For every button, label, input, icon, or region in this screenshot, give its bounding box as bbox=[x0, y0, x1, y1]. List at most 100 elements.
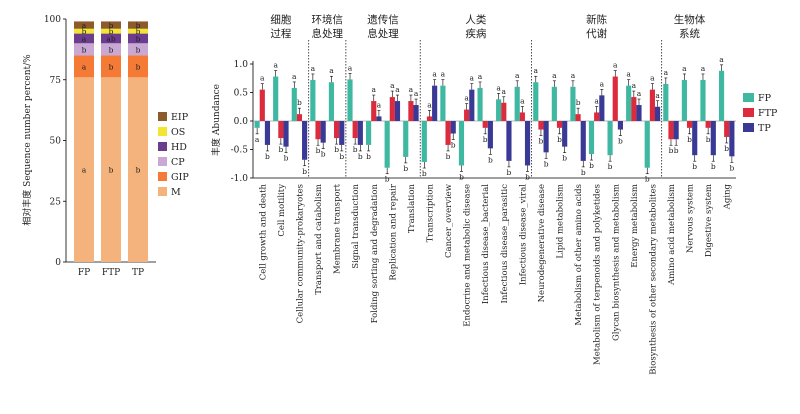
bar-ftp bbox=[631, 97, 637, 121]
x-category-label: Neurodegenerative disease bbox=[537, 184, 547, 302]
stack-segment-gip-tp bbox=[128, 55, 148, 78]
x-category-label: Infectious disease_bacterial bbox=[481, 184, 491, 304]
legend-label-os: OS bbox=[171, 127, 185, 138]
significance-letter: a bbox=[260, 74, 265, 83]
bar-fp bbox=[477, 87, 483, 121]
bar-tp bbox=[357, 121, 363, 145]
right-y-tick-label: 0.5 bbox=[234, 89, 249, 99]
bar-fp bbox=[273, 76, 279, 121]
stack-segment-os-fp bbox=[74, 28, 94, 34]
left-x-tick-label: FTP bbox=[102, 268, 120, 278]
stack-segment-eip-tp bbox=[128, 21, 148, 29]
significance-letter: b bbox=[109, 166, 114, 175]
left-y-tick-label: 25 bbox=[50, 197, 62, 207]
significance-letter: a bbox=[655, 91, 660, 100]
bar-tp bbox=[636, 105, 642, 121]
significance-letter: b bbox=[82, 27, 87, 36]
bar-tp bbox=[524, 121, 531, 166]
bar-ftp bbox=[334, 121, 340, 139]
significance-letter: b bbox=[729, 163, 734, 172]
legend-label-ftp: FTP bbox=[758, 108, 778, 119]
bar-tp bbox=[506, 121, 512, 161]
stack-segment-cp-fp bbox=[74, 43, 94, 56]
bar-tp bbox=[562, 121, 568, 147]
significance-letter: a bbox=[255, 135, 260, 144]
bar-ftp bbox=[519, 112, 525, 121]
significance-letter: a bbox=[329, 66, 334, 75]
x-category-label: Glycan biosynthesis and metabolism bbox=[611, 184, 621, 341]
bar-tp bbox=[543, 121, 549, 153]
significance-letter: b bbox=[674, 146, 679, 155]
left-legend: EIP OS HD CP GIP M bbox=[158, 112, 189, 198]
significance-letter: b bbox=[645, 175, 650, 184]
x-category-label: Transport and catabolism bbox=[314, 184, 324, 295]
legend-label-m: M bbox=[171, 187, 181, 198]
significance-letter: a bbox=[594, 96, 599, 105]
stack-segment-hd-fp bbox=[74, 33, 94, 44]
stack-segment-os-ftp bbox=[101, 28, 121, 34]
significance-letter: a bbox=[496, 83, 501, 92]
x-category-label: Replication and repair bbox=[388, 183, 398, 281]
bar-fp bbox=[291, 87, 297, 121]
significance-letter: a bbox=[552, 71, 557, 80]
bar-fp bbox=[700, 79, 706, 121]
group-header-line: 新陈 bbox=[586, 13, 607, 26]
significance-letter: b bbox=[724, 144, 729, 153]
significance-letter: b bbox=[706, 135, 711, 144]
significance-letter: a bbox=[632, 81, 637, 90]
significance-letter: a bbox=[441, 70, 446, 79]
significance-letter: a bbox=[515, 71, 520, 80]
bar-fp bbox=[366, 121, 372, 145]
left-y-tick-label: 100 bbox=[44, 15, 61, 25]
significance-letter: a bbox=[613, 61, 618, 70]
significance-letter: b bbox=[136, 166, 141, 175]
group-header-line: 疾病 bbox=[465, 27, 486, 40]
bar-tp bbox=[320, 121, 326, 143]
bar-ftp bbox=[464, 109, 470, 121]
significance-letter: b bbox=[297, 98, 302, 107]
significance-letter: b bbox=[339, 152, 344, 161]
x-category-label: Transcription bbox=[425, 183, 435, 242]
significance-letter: b bbox=[581, 168, 586, 177]
bar-tp bbox=[339, 121, 345, 145]
stacked-bar-chart: 相对丰度 Sequence number percent/% 0 25 50 75 10… bbox=[21, 15, 189, 278]
significance-letter: b bbox=[109, 45, 114, 54]
significance-letter: b bbox=[403, 164, 408, 173]
legend-label-gip: GIP bbox=[171, 172, 189, 183]
bar-fp bbox=[663, 83, 669, 121]
legend-swatch-tp bbox=[743, 123, 754, 132]
significance-letter: b bbox=[589, 161, 594, 170]
x-category-label: Nervous system bbox=[686, 184, 696, 253]
bar-fp bbox=[681, 79, 687, 121]
significance-letter: b bbox=[557, 135, 562, 144]
bar-fp bbox=[328, 82, 335, 121]
significance-letter: b bbox=[136, 62, 141, 71]
bar-fp bbox=[347, 79, 353, 121]
significance-letter: b bbox=[692, 162, 697, 171]
legend-label-eip: EIP bbox=[171, 112, 189, 123]
bar-ftp bbox=[259, 89, 265, 121]
significance-letter: b bbox=[136, 21, 141, 30]
group-header-line: 息处理 bbox=[312, 27, 344, 40]
significance-letter: a bbox=[427, 100, 432, 109]
legend-swatch-os bbox=[158, 127, 167, 136]
significance-letter: b bbox=[687, 135, 692, 144]
x-category-label: Membrane transport bbox=[333, 183, 343, 274]
bar-ftp bbox=[482, 121, 488, 128]
significance-letter: a bbox=[626, 70, 631, 79]
left-y-tick-label: 75 bbox=[50, 76, 62, 86]
x-category-label: Aging bbox=[723, 183, 733, 210]
stack-segment-m-fp bbox=[74, 77, 94, 262]
bar-tp bbox=[450, 121, 456, 134]
bar-ftp bbox=[724, 121, 730, 137]
bar-ftp bbox=[594, 112, 600, 121]
group-header-line: 细胞 bbox=[270, 13, 291, 26]
right-legend: FP FTP TP bbox=[743, 93, 778, 134]
bar-ftp bbox=[315, 121, 321, 140]
bar-ftp bbox=[371, 101, 377, 121]
significance-letter: b bbox=[711, 162, 716, 171]
bar-fp bbox=[421, 121, 427, 163]
group-header-line: 生物体 bbox=[674, 13, 706, 26]
